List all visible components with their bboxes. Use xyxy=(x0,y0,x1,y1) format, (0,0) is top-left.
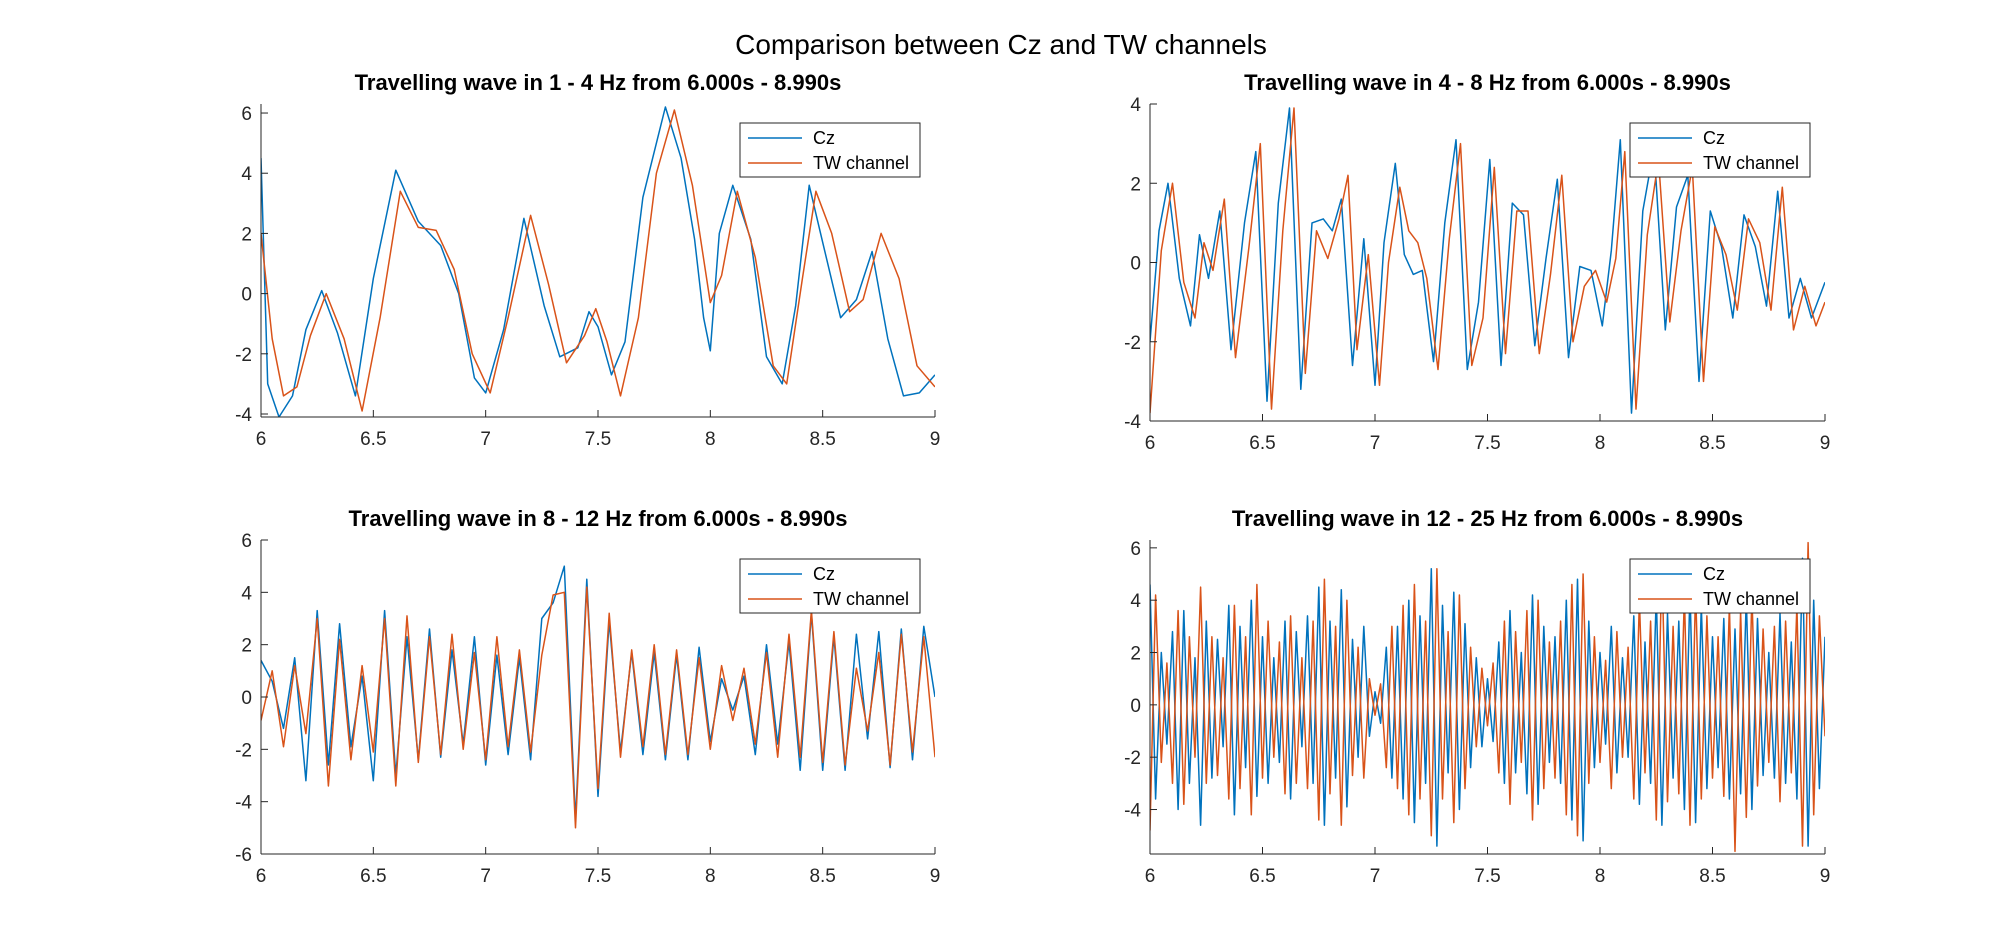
series-line-cz xyxy=(261,565,935,821)
y-tick-label: -4 xyxy=(1124,412,1141,433)
legend: Cz TW channel xyxy=(739,122,921,178)
series-line-tw-channel xyxy=(1150,541,1825,853)
legend-label-cz: Cz xyxy=(813,564,835,584)
y-tick-label: -2 xyxy=(235,345,252,366)
y-tick-label: -4 xyxy=(235,793,252,814)
y-tick-label: 0 xyxy=(1130,696,1141,717)
subplot-title: Travelling wave in 12 - 25 Hz from 6.000… xyxy=(1232,506,1743,531)
y-tick-label: 6 xyxy=(241,104,252,125)
y-tick-label: 6 xyxy=(241,531,252,552)
y-tick-label: 0 xyxy=(241,285,252,306)
y-tick-label: 4 xyxy=(1130,95,1141,116)
legend: Cz TW channel xyxy=(739,558,921,614)
legend-box xyxy=(1629,122,1811,178)
x-tick-label: 8.5 xyxy=(809,429,835,450)
x-tick-label: 9 xyxy=(1820,433,1831,454)
x-tick-label: 8 xyxy=(705,866,716,887)
x-tick-label: 6 xyxy=(256,866,267,887)
series-line-cz xyxy=(1150,107,1825,414)
y-tick-label: 2 xyxy=(241,636,252,657)
x-tick-label: 6 xyxy=(256,429,267,450)
y-tick-label: -2 xyxy=(1124,333,1141,354)
y-tick-label: 2 xyxy=(241,224,252,245)
subplot-1: Travelling wave in 1 - 4 Hz from 6.000s … xyxy=(235,70,940,450)
figure-title: Comparison between Cz and TW channels xyxy=(735,29,1267,60)
x-tick-label: 8 xyxy=(705,429,716,450)
subplot-2: Travelling wave in 4 - 8 Hz from 6.000s … xyxy=(1124,70,1830,454)
y-tick-label: 2 xyxy=(1130,644,1141,665)
legend-box xyxy=(739,122,921,178)
x-tick-label: 8.5 xyxy=(1699,866,1725,887)
x-tick-label: 7 xyxy=(480,429,491,450)
series-line-tw-channel xyxy=(1150,107,1825,414)
legend-box xyxy=(739,558,921,614)
legend-label-tw-channel: TW channel xyxy=(1703,589,1799,609)
subplot-3: Travelling wave in 8 - 12 Hz from 6.000s… xyxy=(235,506,940,887)
legend-label-cz: Cz xyxy=(1703,128,1725,148)
x-tick-label: 7.5 xyxy=(1474,866,1500,887)
x-tick-label: 7.5 xyxy=(1474,433,1500,454)
legend-label-tw-channel: TW channel xyxy=(1703,153,1799,173)
subplot-title: Travelling wave in 4 - 8 Hz from 6.000s … xyxy=(1244,70,1731,95)
y-tick-label: -6 xyxy=(235,845,252,866)
y-tick-label: 0 xyxy=(241,688,252,709)
subplot-4: Travelling wave in 12 - 25 Hz from 6.000… xyxy=(1124,506,1830,887)
series-line-cz xyxy=(261,106,935,417)
x-tick-label: 7.5 xyxy=(585,866,611,887)
x-tick-label: 6 xyxy=(1145,866,1156,887)
x-tick-label: 6.5 xyxy=(360,866,386,887)
y-tick-label: -4 xyxy=(235,405,252,426)
subplot-title: Travelling wave in 8 - 12 Hz from 6.000s… xyxy=(349,506,848,531)
x-tick-label: 8.5 xyxy=(1699,433,1725,454)
legend-label-cz: Cz xyxy=(813,128,835,148)
x-tick-label: 9 xyxy=(930,866,941,887)
x-tick-label: 6 xyxy=(1145,433,1156,454)
x-tick-label: 7 xyxy=(1370,433,1381,454)
x-tick-label: 9 xyxy=(1820,866,1831,887)
legend-label-tw-channel: TW channel xyxy=(813,589,909,609)
series-line-cz xyxy=(1150,557,1825,847)
legend: Cz TW channel xyxy=(1629,122,1811,178)
x-tick-label: 7.5 xyxy=(585,429,611,450)
y-tick-label: 0 xyxy=(1130,254,1141,275)
x-tick-label: 7 xyxy=(1370,866,1381,887)
x-tick-label: 8 xyxy=(1595,866,1606,887)
legend-label-tw-channel: TW channel xyxy=(813,153,909,173)
x-tick-label: 9 xyxy=(930,429,941,450)
series-line-tw-channel xyxy=(261,586,935,829)
y-tick-label: 4 xyxy=(241,164,252,185)
y-tick-label: -2 xyxy=(1124,748,1141,769)
x-tick-label: 8 xyxy=(1595,433,1606,454)
subplot-title: Travelling wave in 1 - 4 Hz from 6.000s … xyxy=(355,70,842,95)
y-tick-label: 4 xyxy=(1130,591,1141,612)
y-tick-label: -2 xyxy=(235,740,252,761)
x-tick-label: 6.5 xyxy=(360,429,386,450)
y-tick-label: -4 xyxy=(1124,801,1141,822)
y-tick-label: 4 xyxy=(241,583,252,604)
legend-box xyxy=(1629,558,1811,614)
x-tick-label: 8.5 xyxy=(809,866,835,887)
series-line-tw-channel xyxy=(261,109,935,412)
x-tick-label: 7 xyxy=(480,866,491,887)
legend-label-cz: Cz xyxy=(1703,564,1725,584)
legend: Cz TW channel xyxy=(1629,558,1811,614)
y-tick-label: 2 xyxy=(1130,174,1141,195)
x-tick-label: 6.5 xyxy=(1249,866,1275,887)
y-tick-label: 6 xyxy=(1130,539,1141,560)
x-tick-label: 6.5 xyxy=(1249,433,1275,454)
